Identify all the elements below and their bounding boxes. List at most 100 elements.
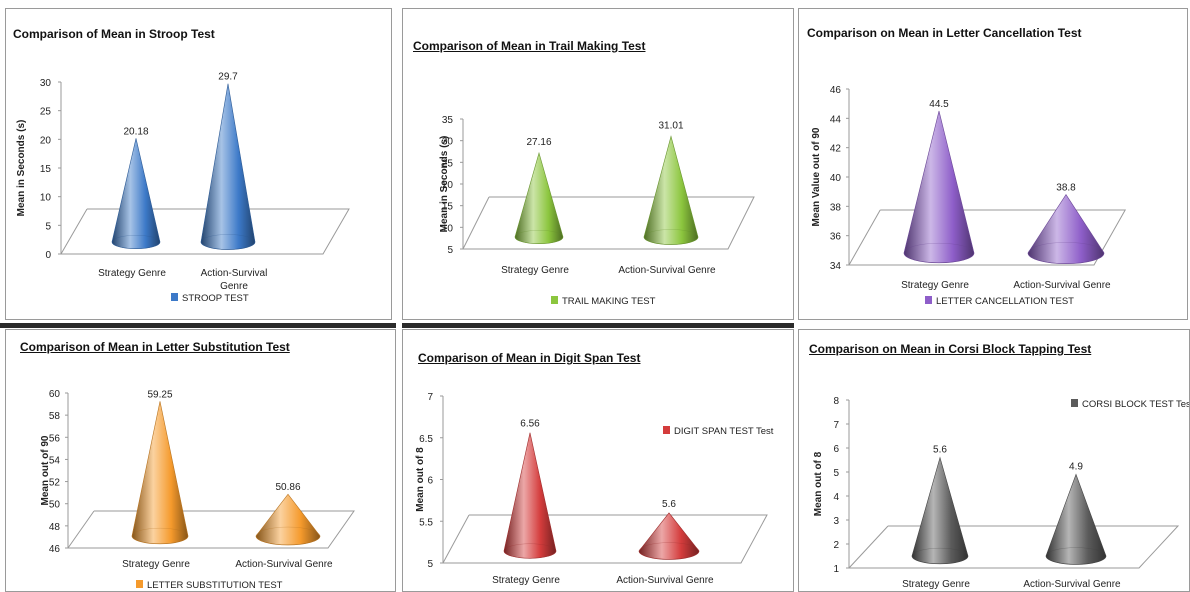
cone-mark-strategy [111, 138, 161, 249]
floor-plane [849, 209, 1127, 266]
chart-title: Comparison of Mean in Digit Span Test [418, 351, 641, 365]
y-tick-label: 0 [45, 250, 51, 261]
y-axis-label: Mean out of 8 [415, 447, 426, 512]
legend-swatch [171, 293, 178, 301]
chart-title: Comparison of Mean in Stroop Test [13, 27, 215, 41]
chart-title: Comparison on Mean in Corsi Block Tappin… [809, 342, 1092, 356]
y-axis-label: Mean out of 90 [40, 435, 51, 505]
y-tick-label: 10 [442, 223, 454, 234]
legend-label: DIGIT SPAN TEST Test [674, 426, 774, 437]
cone-mark-action-survival [638, 512, 700, 560]
chart-panel-corsi-block: Comparison on Mean in Corsi Block Tappin… [798, 329, 1190, 592]
cone-mark-strategy [514, 151, 564, 244]
floor-depth-line [60, 208, 88, 255]
cone-mark-action-survival [200, 83, 256, 250]
chart-panel-trail-making: Comparison of Mean in Trail Making Test … [402, 8, 794, 320]
y-tick-label: 30 [442, 137, 454, 148]
category-label: Strategy Genre [492, 575, 560, 586]
y-tick-label: 5.5 [419, 517, 433, 528]
y-tick-label: 15 [40, 164, 52, 175]
y-tick-label: 5 [427, 559, 433, 570]
y-tick-label: 54 [49, 455, 61, 466]
legend-label: CORSI BLOCK TEST Test [1082, 399, 1190, 410]
cone-mark-action-survival [1045, 473, 1107, 565]
floor-depth-line [442, 514, 470, 564]
chart-canvas: 0 5 10 15 20 25 30 Mean in Seconds (s) 20.18 29.7… [16, 72, 350, 304]
legend-label: LETTER CANCELLATION TEST [936, 296, 1074, 307]
floor-depth-line [848, 209, 881, 266]
chart-canvas: 5 5.5 6 6.5 7 Mean out of 8 6.56 5.6 Strategy Ge… [415, 392, 774, 586]
value-label: 20.18 [123, 126, 148, 137]
y-axis-label: Mean out of 8 [813, 451, 824, 516]
chart-title: Comparison of Mean in Trail Making Test [413, 39, 646, 53]
legend-swatch [551, 296, 558, 304]
legend-label: LETTER SUBSTITUTION TEST [147, 580, 283, 591]
value-label: 59.25 [147, 389, 172, 400]
floor-plane [463, 196, 755, 250]
value-label: 38.8 [1056, 183, 1076, 194]
y-tick-label: 50 [49, 500, 61, 511]
chart-canvas: 5 10 15 20 25 30 35 Mean in Seconds (s) 27.16 31.… [439, 115, 755, 307]
cone-mark-action-survival [255, 493, 321, 546]
y-axis-label: Mean in Seconds (s) [439, 136, 450, 233]
cone-mark-action-survival [1027, 194, 1105, 264]
y-tick-label: 15 [442, 202, 454, 213]
category-label: Strategy Genre [501, 265, 569, 276]
cone-mark-action-survival [643, 135, 699, 245]
y-tick-label: 8 [833, 396, 839, 407]
legend-label: TRAIL MAKING TEST [562, 296, 656, 307]
legend-swatch [1071, 399, 1078, 407]
value-label: 31.01 [658, 120, 683, 131]
y-tick-label: 5 [833, 468, 839, 479]
y-tick-label: 5 [447, 245, 453, 256]
y-axis-label: Mean in Seconds (s) [16, 120, 27, 217]
legend: STROOP TEST [171, 293, 249, 304]
chart-panel-letter-cancellation: Comparison on Mean in Letter Cancellatio… [798, 8, 1188, 320]
floor-depth-line [462, 196, 490, 250]
category-label: Strategy Genre [901, 280, 969, 291]
y-tick-label: 30 [40, 78, 52, 89]
floor-plane [849, 525, 1180, 569]
cone-mark-strategy [503, 432, 557, 559]
y-tick-label: 40 [830, 173, 842, 184]
y-tick-label: 20 [442, 180, 454, 191]
category-label: Action-Survival Genre [618, 265, 716, 276]
value-label: 44.5 [929, 99, 949, 110]
value-label: 50.86 [275, 482, 300, 493]
y-tick-label: 10 [40, 193, 52, 204]
y-axis-label: Mean Value out of 90 [811, 127, 822, 226]
chart-title: Comparison on Mean in Letter Cancellatio… [807, 26, 1082, 40]
y-tick-label: 25 [40, 107, 52, 118]
legend: TRAIL MAKING TEST [551, 296, 656, 307]
floor-plane [443, 514, 768, 564]
y-tick-label: 2 [833, 540, 839, 551]
floor-depth-line [67, 510, 95, 549]
y-tick-label: 36 [830, 232, 842, 243]
category-label: Strategy Genre [98, 268, 166, 279]
y-tick-label: 6 [427, 476, 433, 487]
chart-panel-stroop: Comparison of Mean in Stroop Test 0 5 10 15… [5, 8, 392, 320]
legend: CORSI BLOCK TEST Test [1071, 399, 1190, 410]
y-tick-label: 3 [833, 516, 839, 527]
floor-depth-line [848, 525, 889, 569]
legend: LETTER SUBSTITUTION TEST [136, 580, 283, 591]
y-tick-label: 20 [40, 135, 52, 146]
legend-swatch [663, 426, 670, 434]
value-label: 5.6 [933, 445, 947, 456]
chart-canvas: 46 48 50 52 54 56 58 60 Mean out of 90 59.25 50.86… [40, 389, 355, 591]
y-tick-label: 7 [833, 420, 839, 431]
y-tick-label: 25 [442, 158, 454, 169]
chart-canvas: 1 2 3 4 5 6 7 8 Mean out of 8 5.6 4.9 Strategy Genr… [813, 396, 1190, 590]
value-label: 5.6 [662, 499, 676, 510]
legend: DIGIT SPAN TEST Test [663, 426, 774, 437]
y-tick-label: 38 [830, 202, 842, 213]
y-tick-label: 1 [833, 564, 839, 575]
y-tick-label: 5 [45, 221, 51, 232]
row-separator-left [0, 323, 396, 328]
y-tick-label: 6.5 [419, 434, 433, 445]
y-tick-label: 46 [49, 544, 61, 555]
y-tick-label: 56 [49, 433, 61, 444]
value-label: 29.7 [218, 72, 238, 83]
category-label: Action-Survival Genre [616, 575, 714, 586]
y-tick-label: 60 [49, 389, 61, 400]
